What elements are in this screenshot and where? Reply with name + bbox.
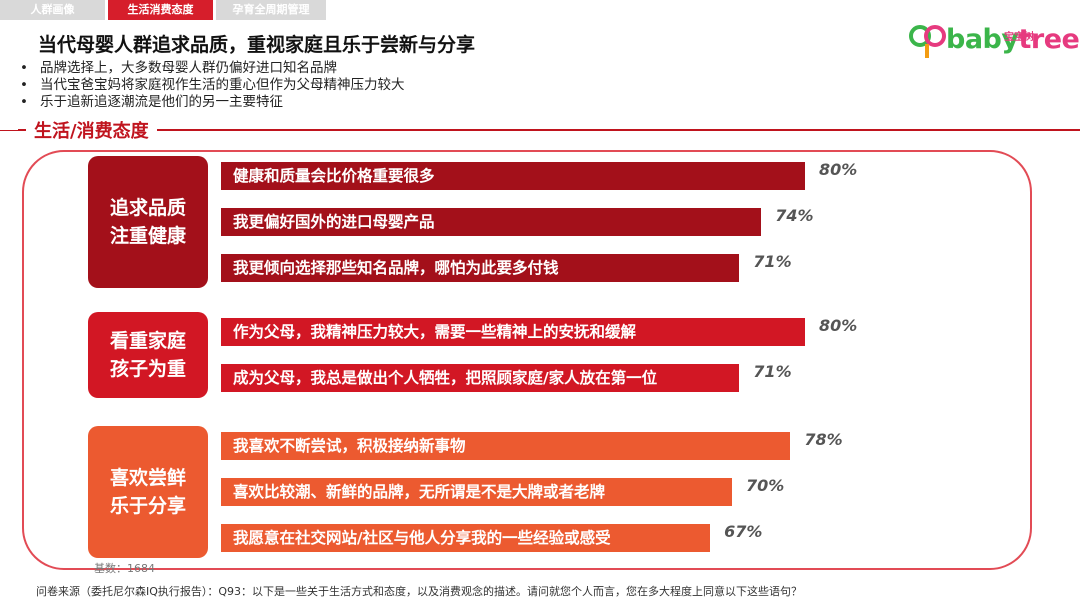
category-label: 喜欢尝鲜 乐于分享 (88, 426, 208, 558)
logo-subtitle: 宝宝树 (1004, 32, 1034, 43)
tab-parenting-insight[interactable]: 孕育全周期管理洞察 (216, 0, 326, 36)
logo-wordmark: babytree (946, 24, 1080, 55)
babytree-logo: babytree 宝宝树 (908, 16, 1080, 64)
bar: 健康和质量会比价格重要很多 (221, 162, 805, 190)
summary-bullets: 品牌选择上，大多数母婴人群仍偏好进口知名品牌 当代宝爸宝妈将家庭视作生活的重心但… (20, 60, 405, 111)
top-tabs: 人群画像 生活消费态度 孕育全周期管理洞察 (0, 0, 326, 36)
bar: 我喜欢不断尝试，积极接纳新事物 (221, 432, 791, 460)
bar: 我更倾向选择那些知名品牌，哪怕为此要多付钱 (221, 254, 740, 282)
sample-base: 基数：1684 (94, 562, 155, 575)
tab-audience-profile[interactable]: 人群画像 (0, 0, 105, 20)
section-label: 生活/消费态度 (0, 117, 157, 143)
bar-value-label: 71% (753, 252, 792, 271)
bar-value-label: 70% (746, 476, 785, 495)
bar-value-label: 67% (724, 522, 763, 541)
category-label: 追求品质 注重健康 (88, 156, 208, 288)
page-title: 当代母婴人群追求品质，重视家庭且乐于尝新与分享 (38, 34, 476, 56)
chart-panel (22, 150, 1032, 570)
bar: 我更偏好国外的进口母婴产品 (221, 208, 762, 236)
source-note: 问卷来源（委托尼尔森IQ执行报告）：Q93：以下是一些关于生活方式和态度，以及消… (36, 585, 803, 598)
bar-value-label: 80% (819, 316, 858, 335)
bar-value-label: 74% (775, 206, 814, 225)
bullet-item: 乐于追新追逐潮流是他们的另一主要特征 (20, 94, 405, 111)
bar-value-label: 80% (819, 160, 858, 179)
category-label: 看重家庭 孩子为重 (88, 312, 208, 398)
babytree-logo-icon (909, 25, 946, 58)
bar: 成为父母，我总是做出个人牺牲，把照顾家庭/家人放在第一位 (221, 364, 740, 392)
tab-lifestyle-attitude[interactable]: 生活消费态度 (108, 0, 213, 20)
bar: 作为父母，我精神压力较大，需要一些精神上的安抚和缓解 (221, 318, 805, 346)
bullet-item: 品牌选择上，大多数母婴人群仍偏好进口知名品牌 (20, 60, 405, 77)
bar: 喜欢比较潮、新鲜的品牌，无所谓是不是大牌或者老牌 (221, 478, 732, 506)
section-divider (0, 129, 1080, 131)
bullet-item: 当代宝爸宝妈将家庭视作生活的重心但作为父母精神压力较大 (20, 77, 405, 94)
bar-value-label: 71% (753, 362, 792, 381)
bar: 我愿意在社交网站/社区与他人分享我的一些经验或感受 (221, 524, 711, 552)
bar-value-label: 78% (804, 430, 843, 449)
